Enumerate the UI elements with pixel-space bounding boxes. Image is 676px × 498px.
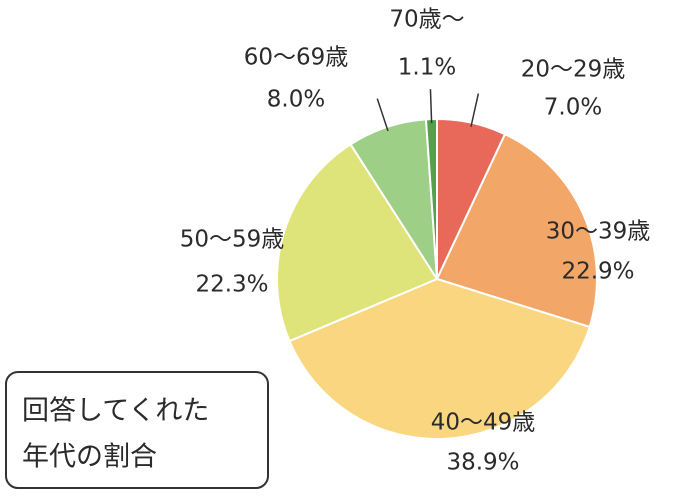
slice-label: 40～49歳 xyxy=(431,410,536,436)
chart-title: 年代の割合 xyxy=(22,442,157,473)
pie-slice xyxy=(288,277,591,440)
slice-label: 60～69歳 xyxy=(244,45,349,71)
value-label: 7.0% xyxy=(544,95,602,121)
leader-line xyxy=(429,89,433,124)
pie-slice xyxy=(435,132,598,329)
value-label: 8.0% xyxy=(267,87,325,113)
value-label: 22.3% xyxy=(195,272,268,298)
value-label: 38.9% xyxy=(446,450,519,476)
value-label: 1.1% xyxy=(398,55,456,81)
title-box xyxy=(5,371,269,489)
value-label: 22.9% xyxy=(561,259,634,285)
pie-slice xyxy=(276,142,439,343)
slice-label: 70歳～ xyxy=(389,7,464,33)
leader-line xyxy=(470,93,480,127)
slice-label: 20～29歳 xyxy=(521,57,626,83)
slice-label: 30～39歳 xyxy=(546,219,651,245)
slice-label: 50～59歳 xyxy=(180,227,285,253)
chart-title: 回答してくれた xyxy=(22,396,209,427)
leader-line xyxy=(376,98,389,132)
